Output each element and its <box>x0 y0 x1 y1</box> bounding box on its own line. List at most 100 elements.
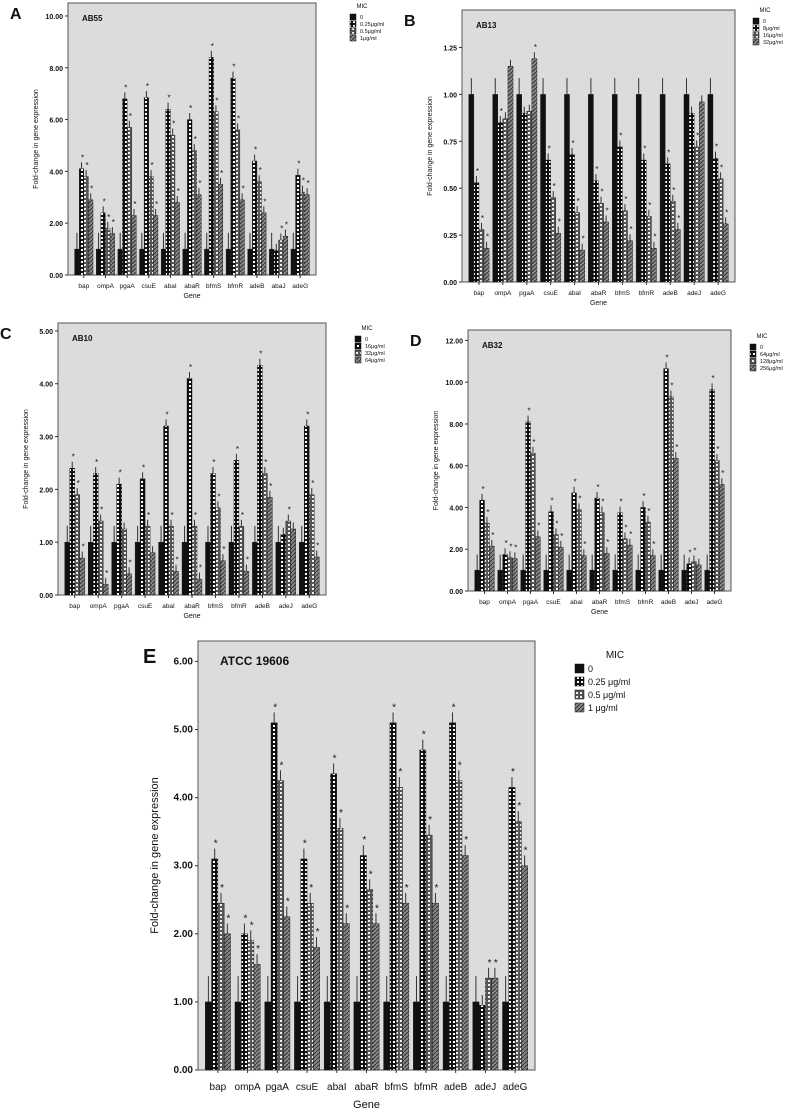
panel-title: AB32 <box>482 341 503 350</box>
bar-abaI-series-1 <box>569 154 575 283</box>
bar-adeG-series-0 <box>707 94 714 283</box>
bar-abaI-series-2 <box>168 526 174 596</box>
significance-marker: * <box>643 145 646 154</box>
significance-marker: * <box>548 145 551 154</box>
x-tick-label: bap <box>474 290 485 297</box>
x-axis-label: Gene <box>183 613 200 620</box>
bar-adeG-series-0 <box>299 541 305 596</box>
y-tick-label: 6.00 <box>174 656 194 667</box>
bar-ompA-series-1 <box>502 554 508 592</box>
legend-title: MIC <box>757 334 769 340</box>
y-tick-label: 1.00 <box>443 92 457 99</box>
significance-marker: * <box>142 463 145 472</box>
bar-pgaA-series-2 <box>126 127 132 276</box>
legend-swatch <box>349 13 357 21</box>
bar-bfmR-series-3 <box>432 902 439 1071</box>
significance-marker: * <box>434 883 438 894</box>
bar-bfmR-series-1 <box>419 749 427 1071</box>
significance-marker: * <box>211 42 214 51</box>
legend-swatch <box>354 349 362 357</box>
x-tick-label: adeJ <box>279 603 293 610</box>
legend-label: 0 <box>588 664 593 674</box>
significance-marker: * <box>264 458 267 467</box>
bar-ompA-series-0 <box>88 541 94 596</box>
y-tick-label: 0.00 <box>449 589 463 596</box>
significance-marker: * <box>95 458 98 467</box>
bar-bfmS-series-3 <box>218 184 224 276</box>
significance-marker: * <box>716 445 719 454</box>
y-tick-label: 8.00 <box>449 422 463 429</box>
legend: MIC 0 0.25 μg/ml 0.5 μg/ml 1 μg/ml <box>574 650 630 713</box>
bar-bap-series-1 <box>479 499 485 592</box>
x-tick-label: bfmS <box>615 599 631 606</box>
significance-marker: * <box>215 96 218 105</box>
bar-bap-series-3 <box>88 199 94 276</box>
significance-marker: * <box>112 218 115 227</box>
bar-abaI-series-3 <box>342 923 350 1071</box>
y-tick-label: 2.00 <box>49 221 63 228</box>
legend-label: 1μg/ml <box>360 36 377 42</box>
significance-marker: * <box>577 197 580 206</box>
significance-marker: * <box>653 233 656 242</box>
bar-ompA-series-1 <box>100 212 106 276</box>
significance-marker: * <box>307 179 310 188</box>
y-tick-label: 1.25 <box>443 46 457 53</box>
bar-pgaA-series-3 <box>531 58 538 283</box>
legend-label: 16μg/ml <box>365 344 385 350</box>
significance-marker: * <box>696 131 699 140</box>
bar-adeB-series-2 <box>256 181 262 276</box>
significance-marker: * <box>606 206 609 215</box>
legend-swatch <box>574 663 585 674</box>
bar-adeB-series-3 <box>675 229 681 283</box>
x-tick-label: ompA <box>97 283 115 290</box>
legend-label: 8μg/ml <box>763 26 780 32</box>
significance-marker: * <box>119 469 122 478</box>
bar-adeJ-series-2 <box>285 520 292 596</box>
bar-pgaA-series-1 <box>270 722 278 1071</box>
significance-marker: * <box>672 186 675 195</box>
bar-bfmR-series-0 <box>413 1001 420 1071</box>
x-tick-label: adeB <box>255 603 270 610</box>
bar-bfmR-series-2 <box>646 216 652 283</box>
bar-bap-series-1 <box>211 858 219 1071</box>
significance-marker: * <box>333 753 337 764</box>
bar-ompA-series-2 <box>105 228 111 276</box>
significance-marker: * <box>652 540 655 549</box>
significance-marker: * <box>481 485 484 494</box>
bar-abaR-series-0 <box>181 541 188 596</box>
y-tick-label: 6.00 <box>49 118 63 125</box>
significance-marker: * <box>263 197 266 206</box>
bar-abaR-series-2 <box>191 526 198 596</box>
bar-abaR-series-2 <box>191 150 197 276</box>
legend-label: 0.25 μg/ml <box>588 677 630 687</box>
legend-label: 0 <box>760 345 763 351</box>
bar-ompA-series-3 <box>512 558 518 592</box>
bar-abaJ-series-1 <box>273 250 279 276</box>
x-tick-label: csuE <box>543 290 558 297</box>
panel-title: AB13 <box>476 21 497 30</box>
bar-pgaA-series-0 <box>117 248 123 276</box>
legend-title: MIC <box>357 4 369 10</box>
bar-abaI-series-1 <box>163 425 169 596</box>
x-tick-label: bfmR <box>231 603 247 610</box>
bar-adeJ-series-3 <box>491 977 499 1071</box>
bar-csuE-series-1 <box>139 478 146 596</box>
bar-ompA-series-0 <box>492 94 498 283</box>
significance-marker: * <box>504 539 507 548</box>
x-tick-label: bfmR <box>639 290 655 297</box>
legend-swatch <box>574 676 585 687</box>
x-tick-label: adeG <box>503 1082 528 1093</box>
bar-adeJ-series-1 <box>686 563 692 592</box>
panel-e: E ATCC 19606 0.00 1.00 2.00 3.00 4.00 5.00 6.00 F… <box>143 640 630 1111</box>
bar-abaI-series-3 <box>581 555 587 592</box>
bar-pgaA-series-0 <box>520 569 526 592</box>
significance-marker: * <box>129 112 132 121</box>
bar-adeB-series-3 <box>673 458 679 592</box>
significance-marker: * <box>677 214 680 223</box>
bar-abaI-series-3 <box>174 202 180 276</box>
bar-pgaA-series-3 <box>126 573 132 596</box>
significance-marker: * <box>302 177 305 186</box>
significance-marker: * <box>509 542 512 551</box>
bar-csuE-series-3 <box>313 947 320 1071</box>
